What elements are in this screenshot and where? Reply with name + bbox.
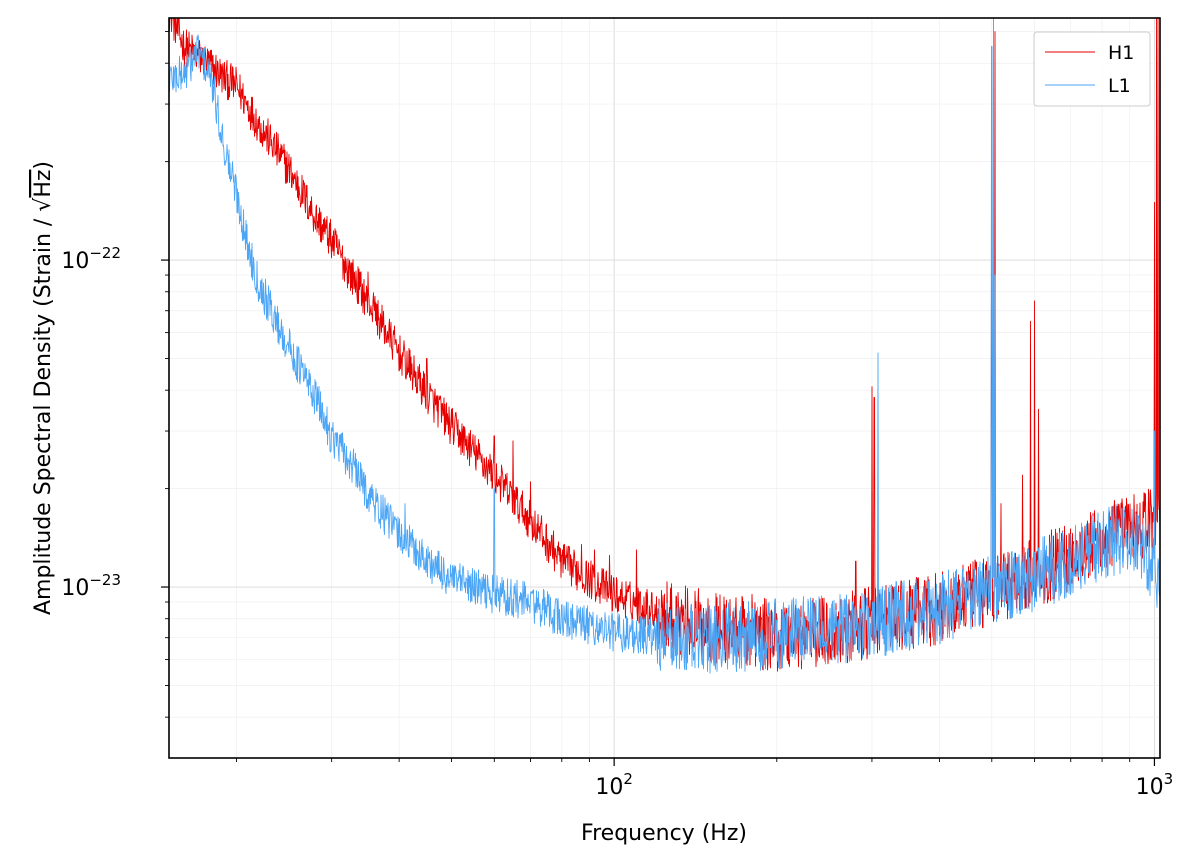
legend-box [1033,31,1151,107]
x-tick-label-exp: 3 [1164,770,1174,788]
y-axis-label-radicand: Hz [31,170,56,198]
legend-label-l1: L1 [1108,75,1131,97]
y-tick-label: 10−23 [61,571,121,601]
y-tick-label-exp: −23 [89,571,121,589]
y-tick-label-base: 10 [61,249,89,274]
x-tick-label: 103 [1136,770,1174,800]
legend-label-h1: H1 [1108,42,1134,64]
y-tick-label: 10−22 [61,244,121,274]
x-tick-label: 102 [595,770,633,800]
svg-text:Amplitude Spectral Density (St: Amplitude Spectral Density (Strain / √Hz… [31,161,56,615]
y-axis-label-suffix: ) [31,161,56,170]
series-group [169,18,1160,674]
series-line-l1 [169,18,1160,674]
y-tick-label-base: 10 [61,576,89,601]
legend: H1 L1 [1033,31,1151,107]
x-axis-label: Frequency (Hz) [581,821,747,846]
plot-frame [168,17,1161,759]
series-line-h1 [169,18,1160,672]
y-tick-label-exp: −22 [89,244,121,262]
x-tick-label-base: 10 [595,775,623,800]
x-tick-label-base: 10 [1136,775,1164,800]
x-tick-label-exp: 2 [623,770,633,788]
y-axis-label: Amplitude Spectral Density (Strain / √Hz… [31,161,56,615]
y-axis-label-radical: √ [31,197,56,212]
y-axis-label-prefix: Amplitude Spectral Density (Strain / [31,212,56,615]
